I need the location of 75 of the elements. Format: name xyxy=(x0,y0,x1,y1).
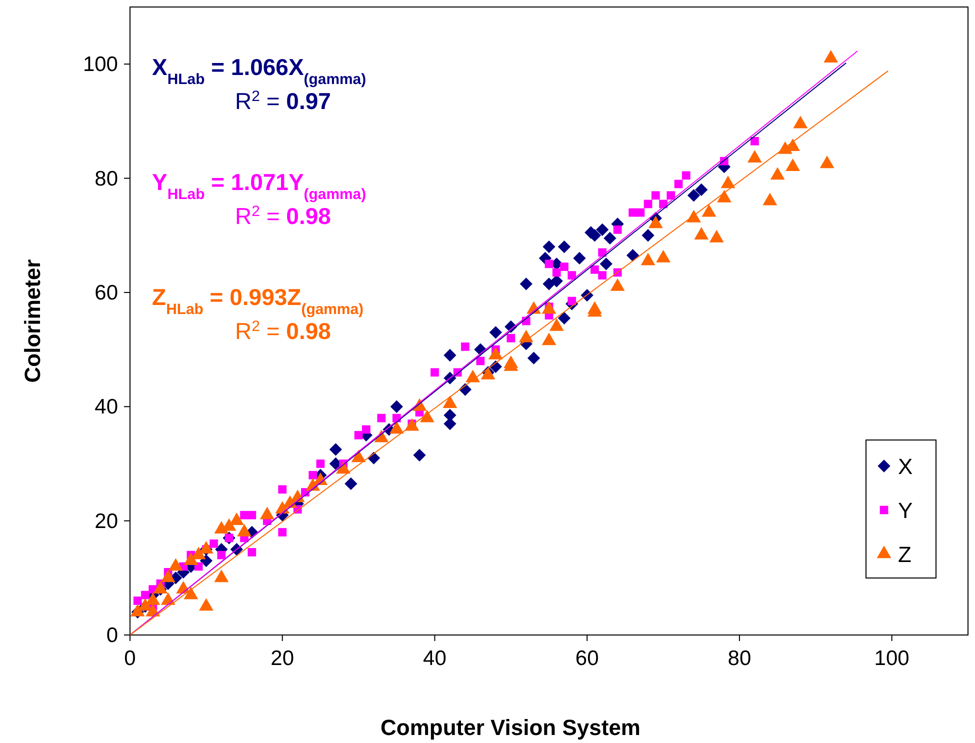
point xyxy=(210,539,218,548)
annotation: R$^{2}$ = 0.98 xyxy=(235,202,332,229)
legend-label: Z xyxy=(898,542,912,567)
point xyxy=(598,271,607,280)
y-tick-label: 80 xyxy=(94,167,118,190)
point xyxy=(248,510,256,520)
point xyxy=(461,342,470,351)
point xyxy=(560,262,568,271)
point xyxy=(362,425,370,434)
y-tick-label: 100 xyxy=(82,53,118,76)
annotation: R$^{2}$ = 0.97 xyxy=(235,88,331,114)
point xyxy=(558,312,571,324)
x-axis-title: Computer Vision System xyxy=(380,715,640,740)
legend-label: Y xyxy=(898,498,913,523)
point xyxy=(666,191,676,200)
point xyxy=(329,443,342,456)
point xyxy=(552,268,561,277)
point xyxy=(390,400,403,413)
y-tick-label: 40 xyxy=(94,396,118,419)
point xyxy=(520,278,532,290)
point xyxy=(596,223,609,236)
point xyxy=(682,171,690,180)
annotation: Y$_{HLab}$ = 1.071Y$_{(gamma)}$ xyxy=(152,169,366,202)
point xyxy=(413,448,426,462)
point xyxy=(278,528,287,536)
point xyxy=(344,477,358,490)
x-tick-label: 0 xyxy=(124,647,136,670)
point xyxy=(750,136,759,146)
point xyxy=(354,431,363,440)
point xyxy=(604,232,616,245)
point xyxy=(613,225,622,234)
x-tick-label: 20 xyxy=(270,647,294,670)
point xyxy=(240,510,248,520)
point xyxy=(687,189,700,202)
point xyxy=(430,368,439,377)
point xyxy=(626,249,640,262)
x-tick-label: 40 xyxy=(423,647,446,670)
point xyxy=(316,460,325,468)
point xyxy=(133,596,142,605)
point xyxy=(568,271,576,280)
point xyxy=(558,240,571,254)
legend-label: X xyxy=(898,454,913,479)
point xyxy=(674,180,683,188)
y-tick-label: 0 xyxy=(106,624,118,647)
annotation: R$^{2}$ = 0.98 xyxy=(235,318,332,344)
point xyxy=(141,590,150,600)
point xyxy=(248,548,256,556)
point xyxy=(568,296,576,306)
point xyxy=(644,200,652,208)
y-tick-label: 20 xyxy=(94,510,118,533)
x-tick-label: 80 xyxy=(728,647,752,670)
point xyxy=(544,260,554,268)
point xyxy=(377,414,386,422)
x-tick-label: 100 xyxy=(874,647,910,670)
y-axis-title: Colorimeter xyxy=(20,258,45,383)
point xyxy=(651,191,660,200)
point xyxy=(590,265,599,274)
point xyxy=(217,550,226,560)
point xyxy=(573,252,586,265)
point xyxy=(278,485,287,494)
point xyxy=(506,334,516,342)
point xyxy=(308,470,318,480)
point xyxy=(642,229,654,242)
point xyxy=(489,326,502,339)
annotation: Z$_{HLab}$ = 0.993Z$_{(gamma)}$ xyxy=(152,284,364,318)
y-tick-label: 60 xyxy=(94,281,118,304)
point xyxy=(444,348,456,362)
annotation: X$_{HLab}$ = 1.066X$_{(gamma)}$ xyxy=(152,54,366,88)
point xyxy=(695,183,708,196)
point xyxy=(200,554,213,568)
point xyxy=(527,352,540,364)
point xyxy=(600,258,612,270)
point xyxy=(542,240,556,254)
x-tick-label: 60 xyxy=(575,647,599,670)
point xyxy=(628,208,637,217)
